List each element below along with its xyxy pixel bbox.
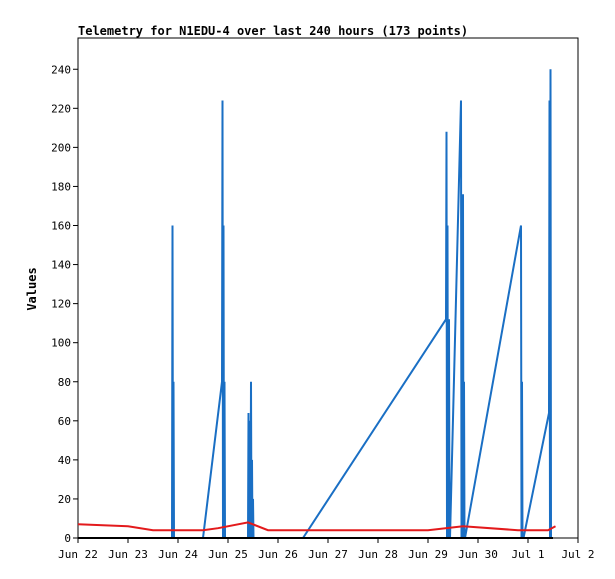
y-tick-label: 120: [51, 298, 71, 311]
x-tick-label: Jun 26: [258, 548, 298, 561]
x-tick-label: Jun 22: [58, 548, 98, 561]
x-tick-label: Jul 1: [511, 548, 544, 561]
y-tick-label: 20: [58, 493, 71, 506]
y-tick-label: 80: [58, 376, 71, 389]
series-layer: [77, 69, 556, 539]
y-tick-label: 100: [51, 337, 71, 350]
x-tick-label: Jun 29: [408, 548, 448, 561]
y-tick-label: 240: [51, 63, 71, 76]
y-tick-label: 180: [51, 180, 71, 193]
y-tick-label: 220: [51, 102, 71, 115]
y-tick-label: 60: [58, 415, 71, 428]
x-tick-label: Jul 2: [561, 548, 594, 561]
y-tick-label: 0: [64, 532, 71, 545]
x-tick-label: Jun 24: [158, 548, 198, 561]
y-tick-label: 200: [51, 141, 71, 154]
series-line-2: [77, 521, 556, 532]
y-tick-label: 40: [58, 454, 71, 467]
x-tick-label: Jun 28: [358, 548, 398, 561]
chart-title: Telemetry for N1EDU-4 over last 240 hour…: [78, 24, 468, 38]
y-axis-ticks: 0 20 40 60 80 100 120 140 160 180 200 220 240: [51, 63, 78, 545]
x-tick-label: Jun 25: [208, 548, 248, 561]
plot-frame: [77, 37, 579, 539]
x-axis-ticks: Jun 22 Jun 23 Jun 24 Jun 25 Jun 26 Jun 27 Jun …: [58, 538, 595, 561]
x-tick-label: Jun 27: [308, 548, 348, 561]
y-tick-label: 160: [51, 220, 71, 233]
y-tick-label: 140: [51, 259, 71, 272]
y-axis-label: Values: [25, 267, 39, 310]
series-line-1: [171, 69, 552, 539]
x-tick-label: Jun 23: [108, 548, 148, 561]
x-tick-label: Jun 30: [458, 548, 498, 561]
